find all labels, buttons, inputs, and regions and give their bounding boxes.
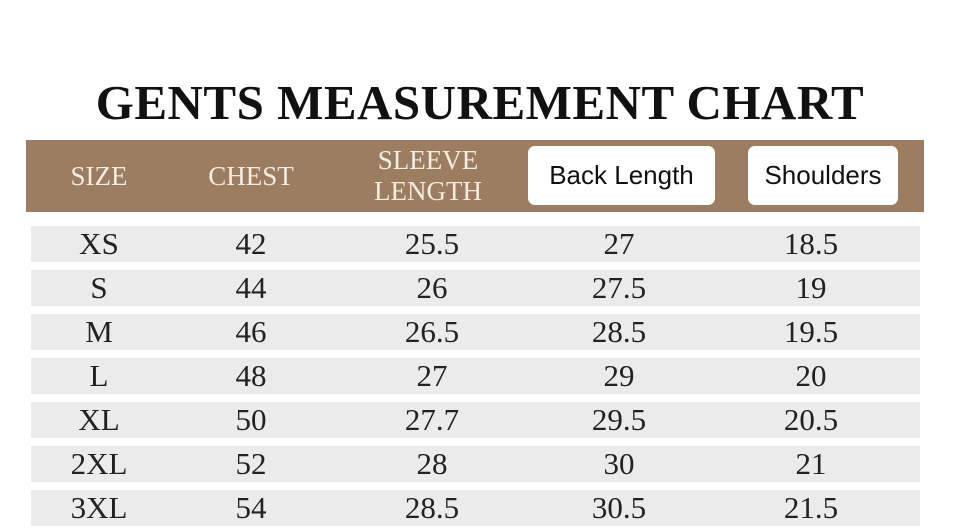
cell-shoulders: 20.5 bbox=[783, 402, 839, 437]
table-row: XS 42 25.5 27 18.5 bbox=[31, 226, 920, 262]
page-title: GENTS MEASUREMENT CHART bbox=[95, 75, 865, 130]
cell-chest: 42 bbox=[235, 226, 267, 261]
table-row: XL 50 27.7 29.5 20.5 bbox=[31, 402, 920, 438]
cell-back-length: 30.5 bbox=[591, 490, 647, 525]
cell-chest: 48 bbox=[235, 358, 267, 393]
cell-sleeve-length: 26 bbox=[416, 270, 448, 305]
cell-chest: 52 bbox=[235, 446, 267, 481]
cell-shoulders: 18.5 bbox=[783, 226, 839, 261]
header-sleeve-length: SLEEVE LENGTH bbox=[374, 145, 482, 206]
cell-size: M bbox=[85, 314, 113, 349]
table-row: S 44 26 27.5 19 bbox=[31, 270, 920, 306]
cell-size: 3XL bbox=[70, 490, 128, 525]
cell-sleeve-length: 27.7 bbox=[404, 402, 460, 437]
cell-shoulders: 21.5 bbox=[783, 490, 839, 525]
cell-sleeve-length: 25.5 bbox=[404, 226, 460, 261]
cell-size: XS bbox=[79, 226, 119, 261]
cell-shoulders: 19 bbox=[795, 270, 827, 305]
cell-chest: 54 bbox=[235, 490, 267, 525]
cell-shoulders: 19.5 bbox=[783, 314, 839, 349]
cell-back-length: 27.5 bbox=[591, 270, 647, 305]
cell-size: S bbox=[90, 270, 108, 305]
cell-sleeve-length: 28.5 bbox=[404, 490, 460, 525]
cell-shoulders: 20 bbox=[795, 358, 827, 393]
cell-back-length: 27 bbox=[603, 226, 635, 261]
header-shoulders: Shoulders bbox=[748, 146, 898, 205]
cell-chest: 46 bbox=[235, 314, 267, 349]
header-back-length: Back Length bbox=[528, 146, 715, 205]
cell-shoulders: 21 bbox=[795, 446, 827, 481]
table-row: L 48 27 29 20 bbox=[31, 358, 920, 394]
cell-chest: 44 bbox=[235, 270, 267, 305]
header-size: SIZE bbox=[70, 160, 128, 191]
cell-back-length: 29.5 bbox=[591, 402, 647, 437]
cell-size: XL bbox=[78, 402, 120, 437]
cell-back-length: 29 bbox=[603, 358, 635, 393]
cell-chest: 50 bbox=[235, 402, 267, 437]
cell-sleeve-length: 26.5 bbox=[404, 314, 460, 349]
cell-sleeve-length: 27 bbox=[416, 358, 448, 393]
header-chest: CHEST bbox=[208, 160, 294, 191]
table-header: SIZE CHEST SLEEVE LENGTH Back Length Sho… bbox=[26, 140, 924, 212]
cell-size: 2XL bbox=[70, 446, 128, 481]
cell-sleeve-length: 28 bbox=[416, 446, 448, 481]
table-row: 3XL 54 28.5 30.5 21.5 bbox=[31, 490, 920, 526]
cell-back-length: 30 bbox=[603, 446, 635, 481]
table-row: M 46 26.5 28.5 19.5 bbox=[31, 314, 920, 350]
cell-size: L bbox=[89, 358, 109, 393]
cell-back-length: 28.5 bbox=[591, 314, 647, 349]
table-row: 2XL 52 28 30 21 bbox=[31, 446, 920, 482]
